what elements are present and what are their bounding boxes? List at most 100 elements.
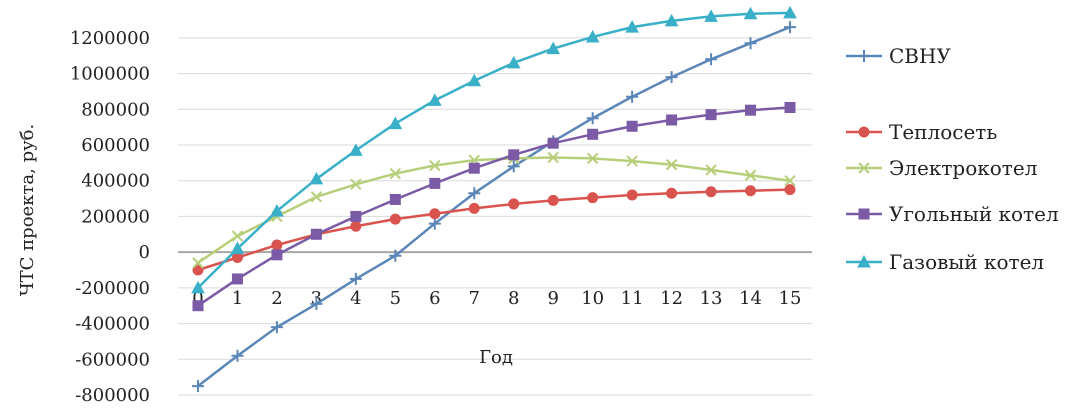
y-tick-label: 600000 (81, 135, 150, 156)
data-point-3-13 (705, 109, 717, 121)
x-tick-label: 5 (390, 288, 401, 309)
data-point-2-11 (626, 155, 638, 167)
data-point-3-11 (626, 120, 638, 132)
data-point-1-6 (429, 208, 441, 220)
y-tick-label: 0 (139, 242, 150, 263)
series-line-2 (196, 156, 792, 265)
data-point-3-3 (310, 228, 322, 240)
data-point-4-5 (388, 116, 403, 130)
data-point-2-1 (231, 230, 244, 242)
x-tick-label: 9 (547, 288, 558, 309)
y-axis-title: ЧТС проекта, руб. (17, 124, 38, 296)
y-tick-label: 1000000 (70, 64, 150, 85)
data-point-4-15 (783, 5, 797, 19)
data-point-3-8 (508, 149, 520, 161)
data-point-3-5 (389, 193, 401, 205)
series-group-4 (191, 5, 797, 294)
data-point-0-6 (428, 217, 441, 230)
data-point-1-9 (547, 194, 559, 206)
legend-item-4: Газовый котел (846, 250, 1044, 274)
data-point-4-7 (467, 73, 482, 87)
x-tick-label: 10 (581, 288, 604, 309)
data-point-4-13 (704, 9, 718, 22)
data-point-1-12 (666, 187, 678, 199)
data-point-2-13 (705, 164, 717, 176)
legend-marker-4 (857, 254, 871, 268)
legend-marker-0 (858, 50, 870, 62)
x-tick-label: 8 (508, 288, 519, 309)
x-tick-label: 0 (192, 288, 203, 309)
x-axis-title: Год (479, 347, 513, 368)
legend-item-2: Электрокотел (846, 156, 1037, 180)
x-tick-label: 6 (429, 288, 440, 309)
x-tick-label: 2 (271, 288, 282, 309)
data-point-0-13 (705, 53, 718, 66)
x-tick-label: 12 (660, 288, 683, 309)
series-group-1 (192, 184, 796, 276)
y-tick-label: 200000 (81, 206, 150, 227)
data-point-3-2 (271, 249, 283, 261)
legend-label-4: Газовый котел (889, 250, 1044, 274)
series-group-3 (192, 102, 796, 312)
legend-label-0: СВНУ (889, 44, 951, 68)
data-point-2-5 (389, 167, 402, 180)
y-tick-label: -600000 (75, 349, 150, 370)
series-line-1 (196, 188, 792, 272)
data-point-0-4 (349, 272, 362, 285)
x-tick-label: 13 (700, 288, 723, 309)
data-point-3-9 (547, 137, 559, 149)
legend-label-2: Электрокотел (889, 156, 1037, 180)
data-point-4-6 (427, 93, 442, 106)
x-tick-label: 1 (232, 288, 243, 309)
data-point-4-4 (349, 143, 363, 156)
data-point-0-2 (270, 321, 283, 334)
data-point-0-1 (231, 349, 244, 362)
data-point-1-10 (587, 192, 599, 204)
data-point-0-0 (192, 380, 204, 393)
data-point-3-4 (350, 210, 362, 222)
data-point-2-10 (586, 152, 599, 165)
legend-layer: СВНУ Теплосеть Электрокотел Угольный котел Г… (846, 44, 1059, 274)
series-group-0 (192, 21, 796, 393)
data-point-1-13 (705, 186, 717, 198)
data-point-4-1 (230, 241, 245, 255)
data-point-2-6 (429, 159, 441, 172)
x-tick-label: 14 (739, 288, 762, 309)
legend-label-3: Угольный котел (889, 202, 1059, 226)
data-point-1-0 (192, 264, 204, 276)
legend-marker-1 (858, 126, 870, 138)
x-tick-label: 11 (621, 288, 644, 309)
data-point-3-0 (192, 300, 204, 312)
data-point-3-12 (666, 114, 678, 126)
data-point-1-11 (626, 189, 638, 201)
axis-layer: 1200000 1000000 800000 600000 400000 200000 0 -… (70, 28, 802, 406)
data-point-4-14 (743, 6, 758, 20)
data-point-2-12 (665, 158, 678, 171)
data-point-0-8 (507, 160, 520, 173)
data-point-1-7 (468, 202, 480, 214)
data-point-1-15 (784, 184, 796, 196)
data-point-1-5 (389, 213, 401, 225)
data-point-3-1 (231, 273, 243, 285)
data-point-4-12 (664, 13, 679, 27)
data-point-0-3 (310, 297, 323, 310)
series-layer (191, 5, 797, 393)
x-tick-label: 7 (469, 288, 480, 309)
x-tick-label: 4 (350, 288, 361, 309)
data-point-4-10 (585, 29, 600, 43)
data-point-4-11 (625, 20, 639, 33)
data-point-0-14 (744, 37, 757, 50)
data-point-2-3 (310, 191, 323, 203)
x-tick-label: 15 (779, 288, 802, 309)
data-point-4-3 (309, 171, 324, 185)
data-point-0-12 (665, 71, 678, 84)
y-tick-label: -800000 (75, 385, 150, 406)
data-point-1-14 (745, 185, 757, 197)
data-point-3-10 (587, 128, 599, 140)
data-point-0-11 (626, 90, 639, 103)
data-point-2-14 (744, 169, 757, 182)
series-line-3 (196, 106, 792, 307)
y-tick-label: 800000 (81, 99, 150, 120)
data-point-3-7 (468, 162, 480, 174)
